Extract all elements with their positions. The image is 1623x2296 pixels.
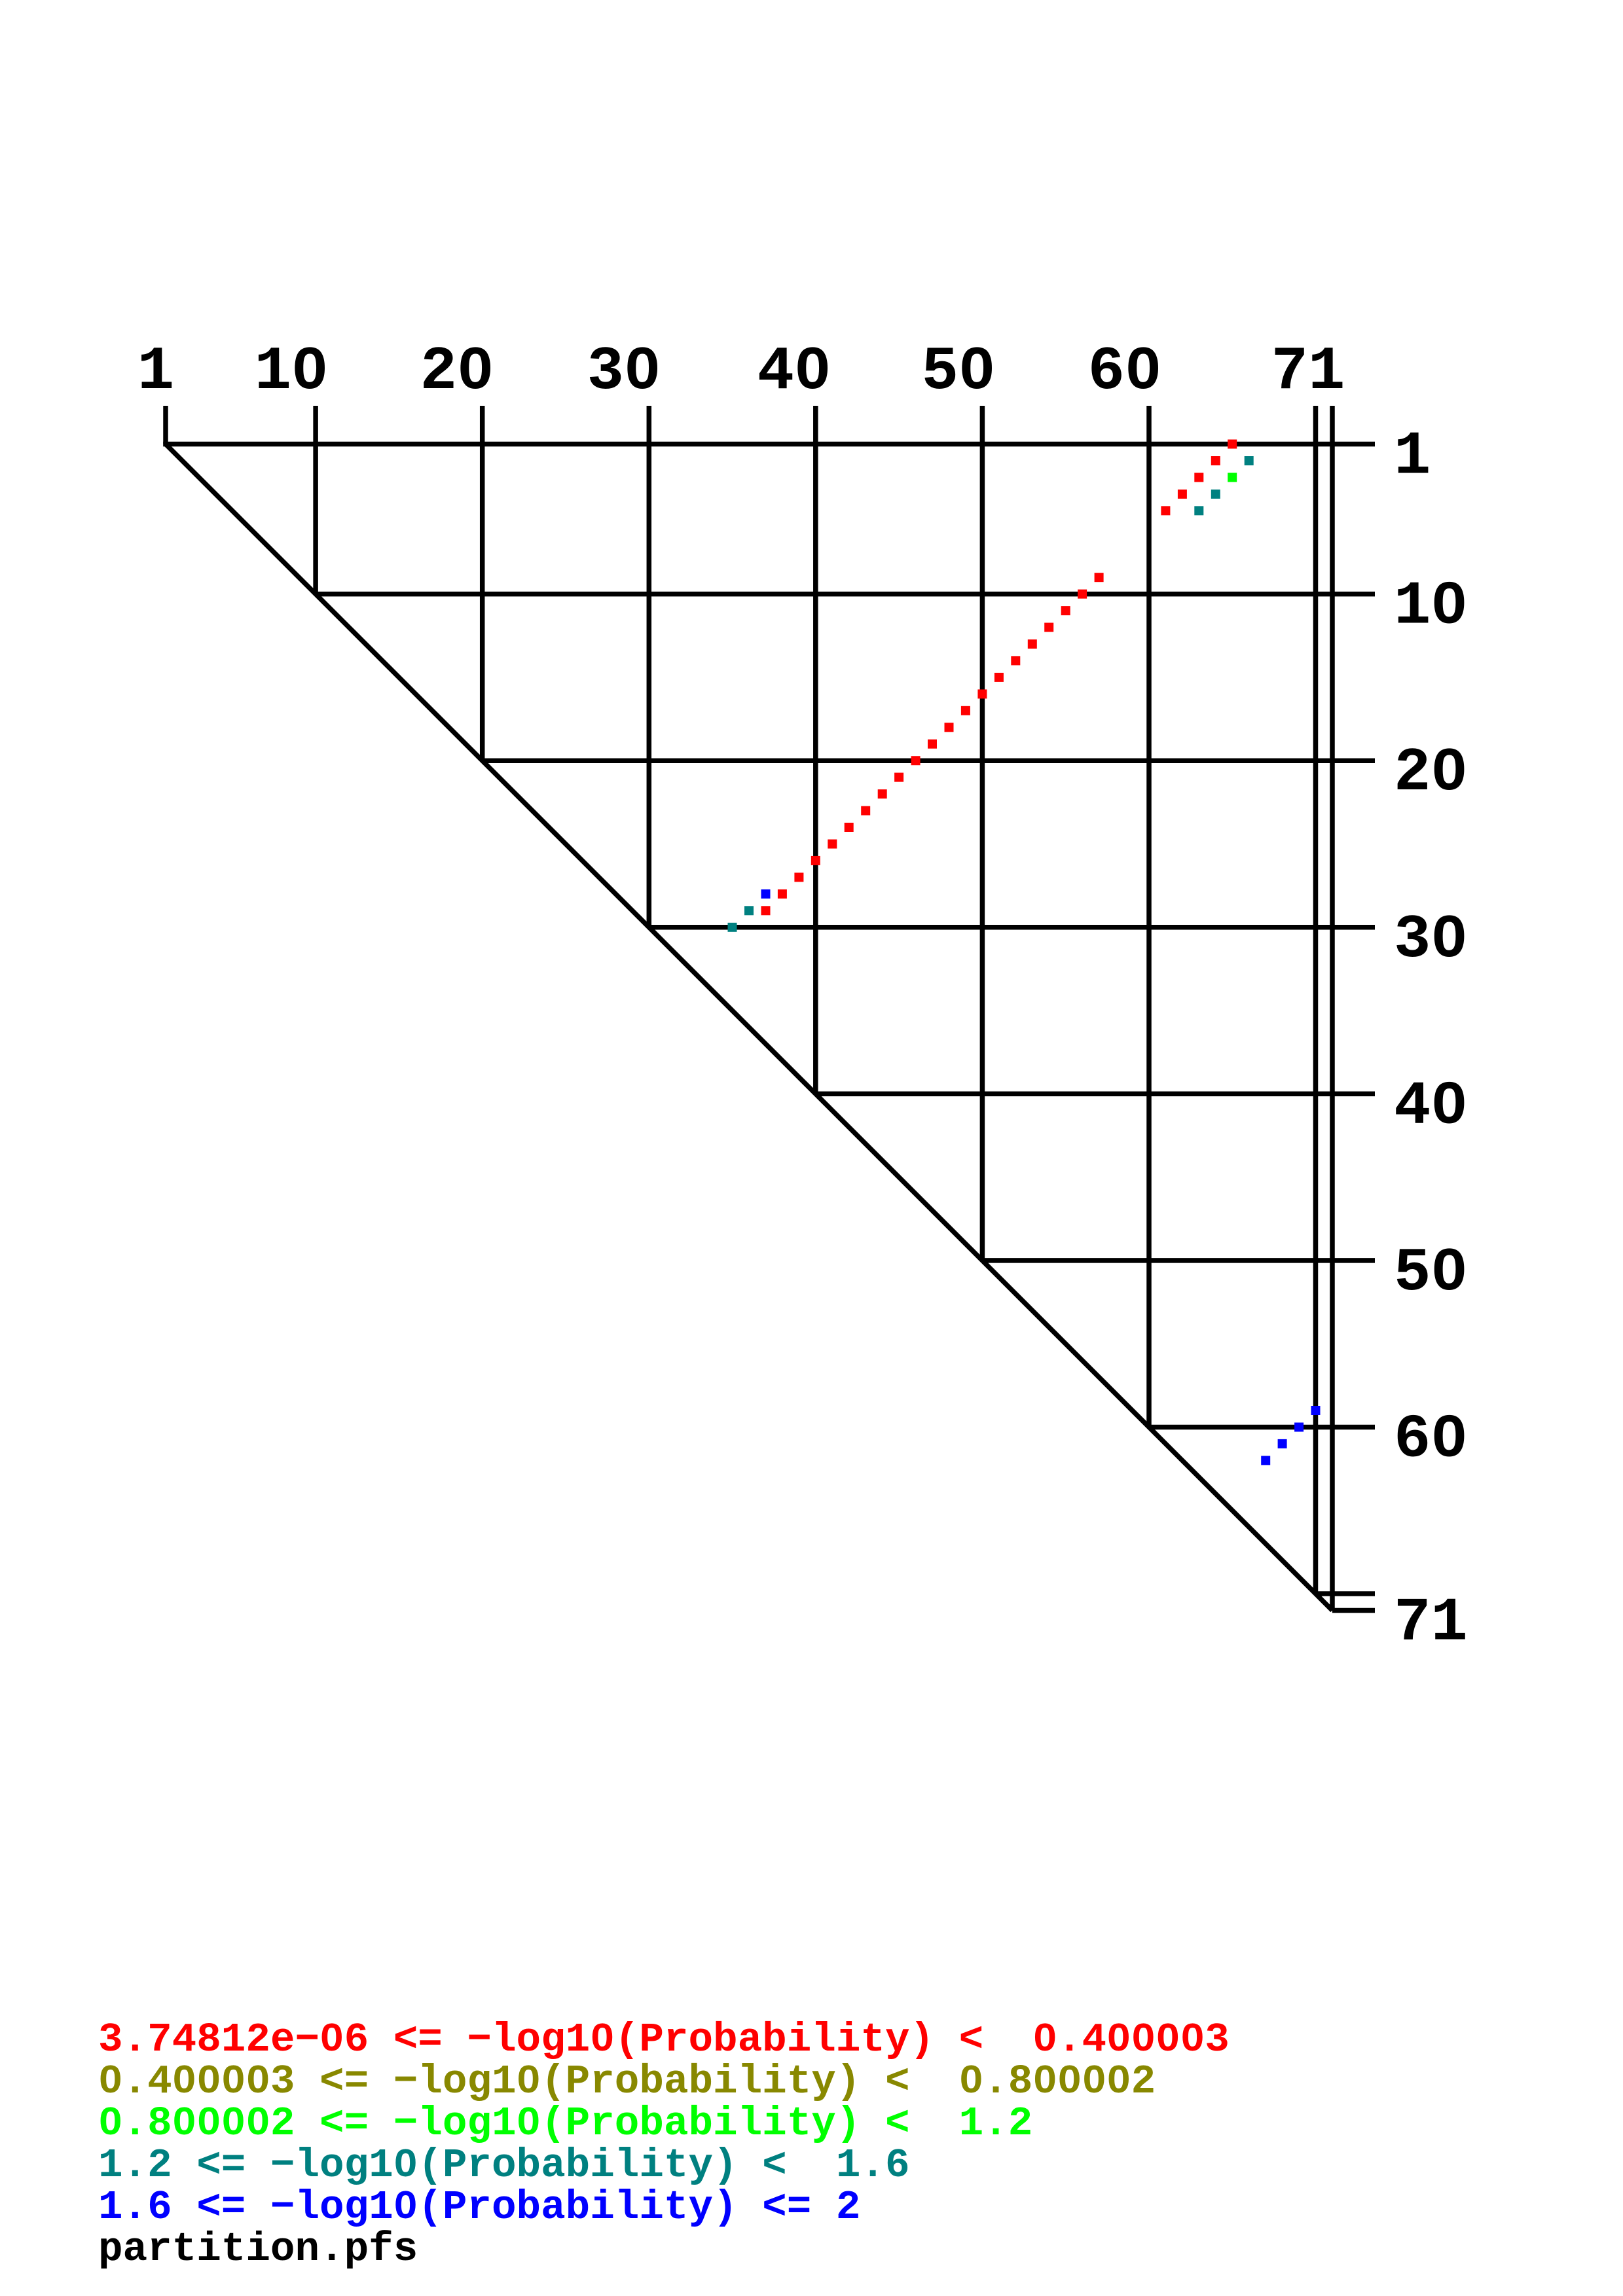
svg-text:40: 40 bbox=[757, 338, 831, 407]
svg-text:1.2 <= −log10(Probability) <: 1.2 <= −log10(Probability) < 1.6 bbox=[98, 2142, 910, 2189]
svg-text:71: 71 bbox=[1271, 338, 1345, 407]
svg-text:71: 71 bbox=[1394, 1589, 1468, 1659]
svg-text:1.6 <= −log10(Probability) <=: 1.6 <= −log10(Probability) <= 2 bbox=[98, 2184, 860, 2231]
svg-text:3.74812e−06 <= −log10(Probabil: 3.74812e−06 <= −log10(Probability) < 0.4… bbox=[98, 2017, 1230, 2063]
svg-text:60: 60 bbox=[1088, 338, 1162, 407]
svg-text:30: 30 bbox=[587, 338, 661, 407]
svg-text:50: 50 bbox=[1394, 1239, 1468, 1308]
svg-text:1: 1 bbox=[137, 338, 174, 407]
svg-text:60: 60 bbox=[1394, 1406, 1468, 1475]
svg-text:30: 30 bbox=[1394, 906, 1468, 975]
svg-text:0.800002 <= −log10(Probability: 0.800002 <= −log10(Probability) < 1.2 bbox=[98, 2100, 1032, 2147]
svg-text:50: 50 bbox=[922, 338, 996, 407]
svg-text:0.400003 <= −log10(Probability: 0.400003 <= −log10(Probability) < 0.8000… bbox=[98, 2058, 1156, 2105]
svg-text:10: 10 bbox=[1394, 573, 1468, 642]
svg-text:1: 1 bbox=[1394, 423, 1431, 492]
svg-text:20: 20 bbox=[1394, 739, 1468, 808]
svg-text:40: 40 bbox=[1394, 1072, 1468, 1141]
svg-text:20: 20 bbox=[420, 338, 494, 407]
svg-text:partition.pfs: partition.pfs bbox=[98, 2226, 418, 2272]
svg-text:10: 10 bbox=[255, 338, 329, 407]
